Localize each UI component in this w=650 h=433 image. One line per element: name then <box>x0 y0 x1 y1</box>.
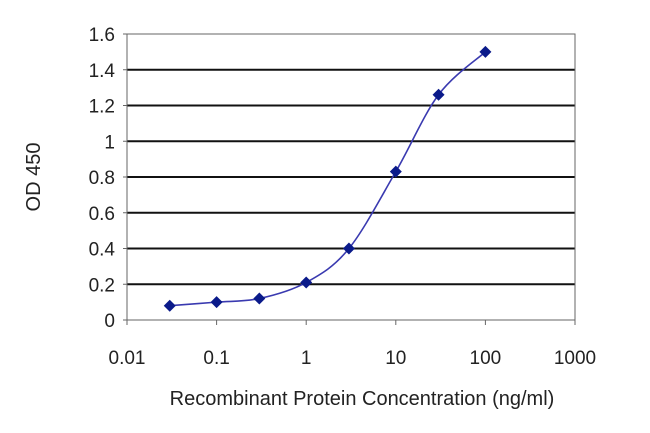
x-tick-label: 100 <box>470 348 502 369</box>
data-point <box>389 165 402 178</box>
y-tick-label: 0.6 <box>89 204 115 225</box>
y-tick-label: 0.8 <box>89 168 115 189</box>
data-point <box>253 292 266 305</box>
x-tick-label: 1000 <box>554 348 596 369</box>
x-tick-label: 1 <box>301 348 312 369</box>
data-point <box>432 88 445 101</box>
data-point <box>479 45 492 58</box>
x-axis-label: Recombinant Protein Concentration (ng/ml… <box>170 388 555 410</box>
y-tick-label: 1.4 <box>89 61 116 82</box>
y-axis-ticks: 0 0.2 0.4 0.6 0.8 1 1.2 1.4 1.6 <box>89 25 127 332</box>
data-point <box>163 299 176 312</box>
y-tick-label: 1.2 <box>89 97 115 118</box>
y-tick-label: 0.2 <box>89 275 115 296</box>
series-markers <box>163 45 492 312</box>
y-tick-label: 1.6 <box>89 25 115 46</box>
y-tick-label: 0 <box>104 311 115 332</box>
data-point <box>300 276 313 289</box>
x-tick-label: 0.1 <box>203 348 229 369</box>
x-axis-ticks: 0.01 0.1 1 10 100 1000 <box>109 320 596 369</box>
y-tick-label: 1 <box>104 132 115 153</box>
data-point <box>342 242 355 255</box>
x-tick-label: 10 <box>385 348 406 369</box>
y-tick-label: 0.4 <box>89 240 116 261</box>
x-tick-label: 0.01 <box>109 348 146 369</box>
grid-lines <box>127 68 575 286</box>
y-axis-label: OD 450 <box>23 143 45 212</box>
data-point <box>210 296 223 309</box>
